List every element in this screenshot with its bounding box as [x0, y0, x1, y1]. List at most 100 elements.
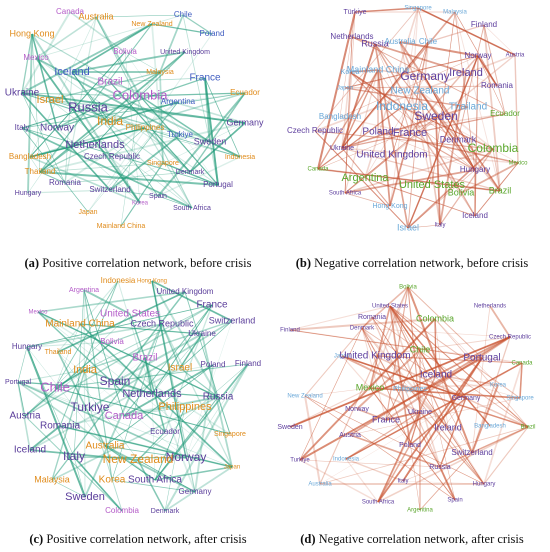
node-label: Ukraine: [408, 409, 432, 416]
edge: [71, 71, 159, 197]
edge: [73, 289, 85, 458]
node-label: Australia: [308, 482, 332, 488]
edge: [57, 351, 106, 447]
edge: [514, 54, 519, 164]
node-label: Chile: [174, 10, 193, 19]
node-label: Portugal: [5, 379, 32, 386]
edge: [21, 11, 71, 94]
edge: [39, 144, 96, 173]
edge: [185, 320, 233, 459]
edge: [56, 71, 161, 129]
edge: [317, 168, 501, 192]
caption-text: Negative correlation network, after cris…: [319, 532, 524, 546]
edge: [84, 369, 91, 409]
caption-text: Positive correlation network, before cri…: [42, 256, 251, 270]
edge: [419, 411, 485, 485]
node-label: Turkiye: [71, 400, 110, 414]
node-label: Thailand: [45, 349, 72, 356]
edge: [185, 363, 249, 459]
node-label: India: [97, 114, 123, 128]
node-label: France: [189, 73, 221, 84]
edge: [24, 369, 86, 417]
edge: [17, 381, 91, 409]
edge: [39, 95, 141, 173]
edge: [377, 357, 483, 503]
edge: [109, 122, 246, 191]
edge: [71, 23, 153, 73]
edge: [84, 304, 213, 371]
edge: [124, 51, 219, 186]
edge: [341, 113, 506, 149]
edge: [431, 11, 456, 186]
edge: [89, 320, 233, 409]
edge: [374, 43, 409, 229]
edge: [24, 415, 123, 512]
edge: [57, 291, 186, 353]
edge: [317, 11, 356, 170]
edge: [339, 55, 479, 118]
edge: [139, 95, 211, 143]
edge: [407, 55, 479, 229]
edge: [457, 139, 501, 192]
edge: [419, 90, 494, 150]
edge: [37, 291, 186, 313]
edge: [29, 156, 41, 173]
edge: [409, 397, 467, 446]
edge: [139, 51, 186, 97]
edge: [54, 280, 119, 389]
node-label: Mainland China: [45, 319, 115, 330]
edge: [371, 316, 485, 485]
node-label: United Kingdom: [356, 150, 427, 161]
edge: [51, 396, 219, 481]
node-label: Bangladesh: [9, 152, 51, 161]
edge: [407, 148, 494, 229]
node-label: Romania: [40, 421, 80, 432]
edge: [389, 305, 473, 454]
node-label: Iceland: [462, 211, 488, 220]
edge: [351, 36, 506, 115]
edge: [401, 106, 411, 134]
edge: [304, 395, 485, 485]
edge: [385, 336, 511, 421]
edge: [24, 415, 123, 512]
edge: [407, 90, 421, 229]
node-label: Hong Kong: [372, 203, 407, 210]
edge: [151, 304, 213, 395]
node-label: Philippines: [158, 401, 212, 413]
node-label: Finland: [235, 359, 261, 368]
edge: [31, 33, 58, 129]
edge: [157, 92, 246, 197]
edge: [361, 286, 409, 329]
edge: [344, 69, 379, 194]
edge: [409, 397, 467, 446]
node-label: Switzerland: [209, 315, 256, 325]
edge: [109, 121, 211, 143]
node-label: Brazil: [97, 77, 122, 88]
edge: [109, 189, 159, 197]
node-label: Turkiye: [290, 458, 310, 464]
node-label: Chile: [410, 344, 431, 354]
edge: [182, 14, 213, 35]
edge: [204, 77, 241, 158]
edge: [434, 318, 499, 386]
caption: (d) Negative correlation network, after …: [300, 532, 524, 546]
edge: [87, 107, 164, 164]
node-label: Netherlands: [330, 32, 373, 41]
edge: [39, 51, 186, 173]
node-label: Philippines: [126, 123, 165, 132]
edge: [179, 320, 233, 369]
edge: [39, 144, 96, 173]
node-label: Japan: [224, 465, 240, 471]
node-label: Norway: [166, 450, 207, 464]
edge: [457, 24, 485, 141]
edge: [137, 363, 249, 461]
edge: [434, 318, 437, 376]
edge: [454, 11, 498, 87]
node-label: Norway: [40, 123, 74, 134]
edge: [17, 381, 233, 468]
edge: [474, 55, 479, 217]
edge: [374, 43, 476, 217]
edge: [344, 87, 469, 108]
node-label: Hungary: [15, 190, 42, 197]
edge: [83, 289, 131, 315]
